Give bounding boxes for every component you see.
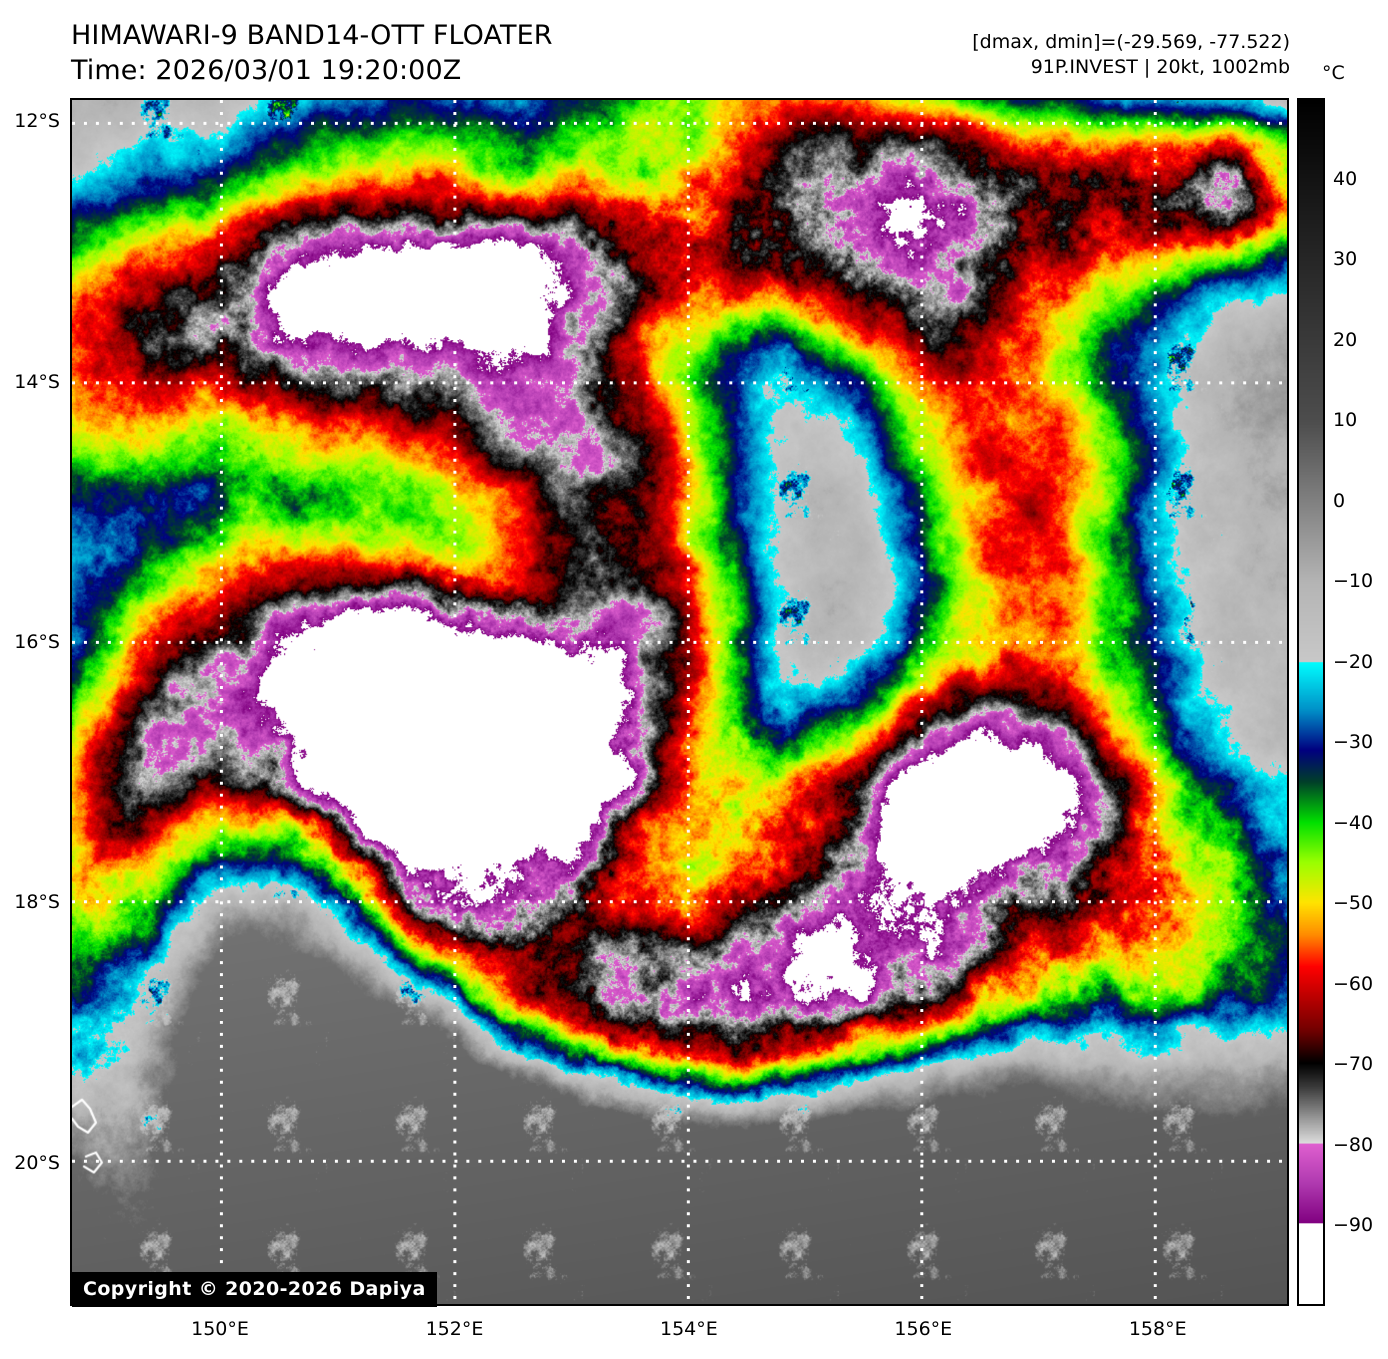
colorbar-gradient — [1299, 100, 1323, 1304]
lat-tick-label: 20°S — [14, 1151, 60, 1174]
infrared-satellite-imagery — [72, 100, 1287, 1304]
colorbar-tick-label: 40 — [1333, 167, 1358, 190]
lat-tick-label: 12°S — [14, 110, 60, 133]
lon-tick-label: 156°E — [894, 1318, 953, 1340]
colorbar-tick-label: −90 — [1333, 1214, 1374, 1237]
colorbar-unit-label: °C — [1322, 62, 1345, 84]
colorbar-tick-label: 20 — [1333, 328, 1358, 351]
satellite-image-plot[interactable] — [70, 98, 1289, 1306]
colorbar-tick-label: −10 — [1333, 570, 1374, 593]
colorbar-tick-label: −30 — [1333, 731, 1374, 754]
dmax-dmin-readout: [dmax, dmin]=(-29.569, -77.522) — [972, 31, 1290, 53]
colorbar-tick-label: −80 — [1333, 1133, 1374, 1156]
colorbar-tick-label: −50 — [1333, 892, 1374, 915]
lon-tick-label: 150°E — [191, 1318, 249, 1340]
lat-tick-label: 16°S — [14, 631, 60, 654]
temperature-colorbar — [1297, 98, 1325, 1306]
page-title: HIMAWARI-9 BAND14-OTT FLOATER Time: 2026… — [71, 18, 553, 88]
colorbar-tick-label: −60 — [1333, 972, 1374, 995]
metadata-block: [dmax, dmin]=(-29.569, -77.522) 91P.INVE… — [972, 30, 1290, 79]
colorbar-tick-label: −70 — [1333, 1053, 1374, 1076]
lon-tick-label: 154°E — [659, 1318, 718, 1340]
lon-tick-label: 158°E — [1128, 1318, 1187, 1340]
product-title: HIMAWARI-9 BAND14-OTT FLOATER — [71, 20, 553, 51]
copyright-badge: Copyright © 2020-2026 Dapiya — [72, 1272, 437, 1307]
colorbar-tick-label: 0 — [1333, 489, 1346, 512]
storm-info-readout: 91P.INVEST | 20kt, 1002mb — [1030, 55, 1290, 78]
colorbar-tick-label: 10 — [1333, 409, 1358, 432]
lon-tick-label: 152°E — [425, 1318, 484, 1340]
colorbar-tick-label: −20 — [1333, 650, 1374, 673]
lat-tick-label: 14°S — [14, 370, 60, 393]
lat-tick-label: 18°S — [14, 891, 60, 914]
colorbar-tick-label: 30 — [1333, 248, 1358, 271]
colorbar-tick-label: −40 — [1333, 811, 1374, 834]
observation-time: Time: 2026/03/01 19:20:00Z — [71, 55, 462, 87]
